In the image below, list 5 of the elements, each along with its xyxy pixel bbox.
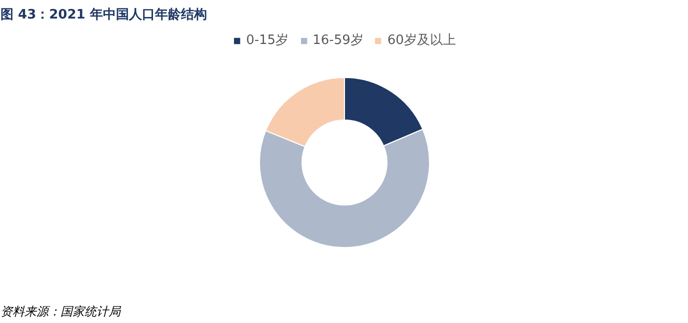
- legend-label: 60岁及以上: [387, 32, 456, 49]
- text: 图 43：2021 年中国人口年龄结构: [0, 8, 207, 22]
- text: 资料来源：国家统计局: [0, 304, 122, 318]
- legend-label: 16-59岁: [312, 32, 364, 49]
- legend-label: 0-15岁: [246, 32, 289, 49]
